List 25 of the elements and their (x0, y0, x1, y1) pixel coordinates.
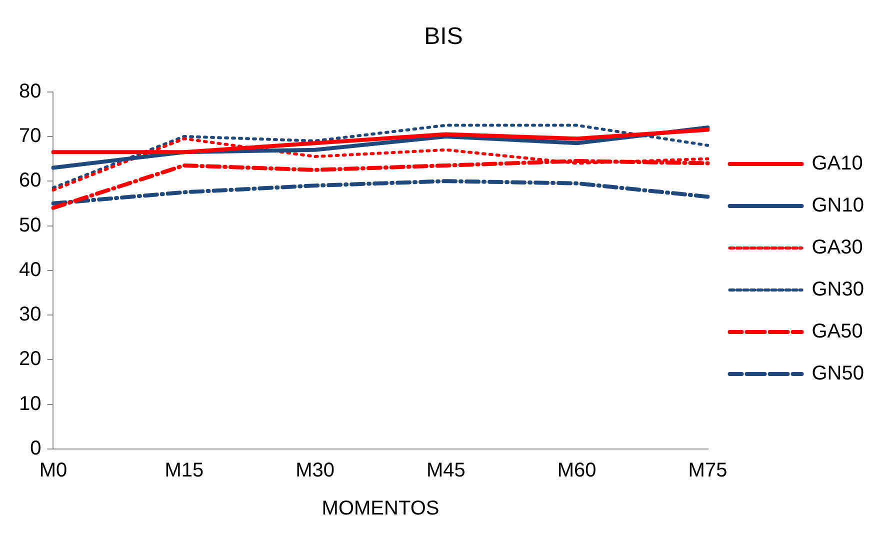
y-tick-label: 50 (18, 214, 42, 236)
y-tick-label: 0 (30, 438, 42, 460)
y-tick-label: 40 (18, 258, 42, 281)
legend-label: GN30 (812, 278, 864, 301)
y-tick-label: 70 (18, 124, 42, 147)
legend-label: GA50 (812, 320, 863, 343)
chart-title: BIS (424, 23, 463, 50)
y-tick-label: 20 (18, 348, 42, 370)
legend-label: GN10 (812, 194, 864, 217)
legend-label: GN50 (812, 362, 864, 385)
x-tick-label: M15 (164, 460, 204, 482)
y-tick-label: 80 (18, 80, 42, 102)
x-tick-label: M60 (557, 460, 596, 482)
x-tick-label: M75 (688, 460, 728, 482)
x-tick-label: M0 (39, 460, 68, 482)
y-tick-label: 10 (18, 392, 42, 415)
y-tick-label: 60 (18, 170, 42, 192)
x-tick-label: M45 (426, 460, 466, 482)
y-tick-label: 30 (18, 304, 42, 326)
line-series (51, 179, 710, 206)
legend-label: GA30 (812, 236, 863, 259)
x-axis-title: MOMENTOS (322, 498, 440, 520)
line-series (52, 124, 710, 190)
x-tick-label: M30 (296, 460, 334, 482)
legend-label: GA10 (812, 152, 863, 175)
